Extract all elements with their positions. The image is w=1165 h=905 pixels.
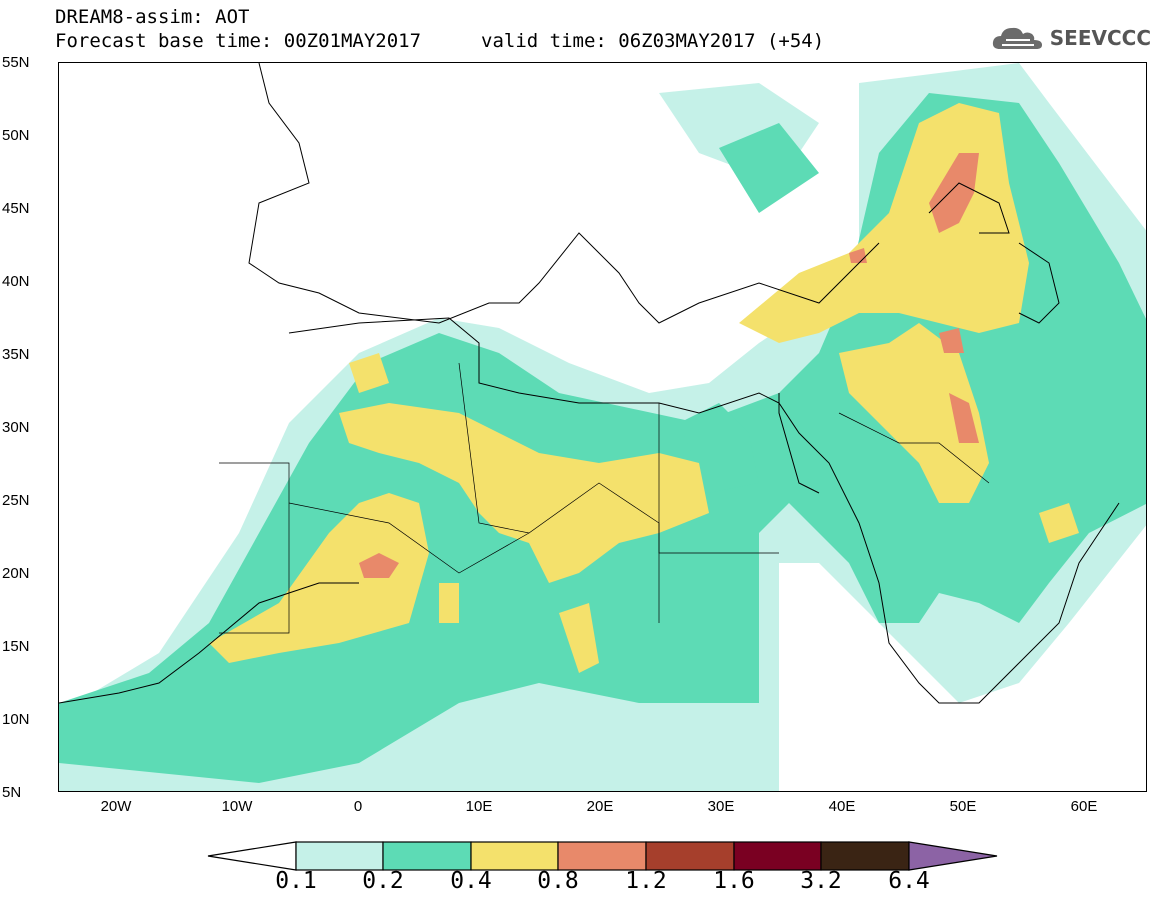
map-title: DREAM8-assim: AOT <box>55 6 250 28</box>
lon-label: 30E <box>707 798 735 815</box>
aot-map <box>58 62 1147 792</box>
colorbar-over-triangle <box>908 841 998 871</box>
lat-label: 20N <box>2 565 30 582</box>
colorbar-bin <box>470 841 559 871</box>
colorbar-bin <box>645 841 735 871</box>
colorbar-under-triangle <box>207 841 297 871</box>
lat-label: 30N <box>2 419 30 436</box>
colorbar-bin <box>295 841 384 871</box>
colorbar <box>207 841 998 871</box>
aot-band-0.8-1.2 <box>359 153 979 578</box>
colorbar-level: 1.2 <box>625 868 667 894</box>
lat-label: 45N <box>2 200 30 217</box>
colorbar-level: 0.1 <box>275 868 317 894</box>
colorbar-level: 0.4 <box>450 868 492 894</box>
colorbar-level: 3.2 <box>800 868 842 894</box>
lat-label: 50N <box>2 127 30 144</box>
lat-label: 10N <box>2 711 30 728</box>
lon-label: 10W <box>221 798 253 815</box>
lon-label: 50E <box>949 798 977 815</box>
logo-text: SEEVCCC <box>1049 26 1151 50</box>
lon-label: 60E <box>1070 798 1098 815</box>
colorbar-level: 0.8 <box>537 868 579 894</box>
lon-label: 40E <box>828 798 856 815</box>
colorbar-bin <box>733 841 822 871</box>
valid-time-text: valid time: 06Z03MAY2017 (+54) <box>481 30 825 52</box>
colorbar-bin <box>557 841 647 871</box>
lat-label: 15N <box>2 638 30 655</box>
colorbar-level: 1.6 <box>713 868 755 894</box>
lon-label: 0 <box>353 798 363 815</box>
lat-label: 35N <box>2 346 30 363</box>
lat-label: 25N <box>2 492 30 509</box>
colorbar-level: 6.4 <box>888 868 930 894</box>
forecast-time-line: Forecast base time: 00Z01MAY2017 valid ti… <box>55 30 824 52</box>
coastlines <box>59 63 1120 704</box>
colorbar-bin <box>820 841 910 871</box>
aot-field <box>59 63 1146 791</box>
lon-label: 10E <box>465 798 493 815</box>
seevccc-logo: SEEVCCC <box>990 22 1151 54</box>
lon-label: 20W <box>100 798 132 815</box>
lat-label: 5N <box>2 784 22 801</box>
lat-label: 55N <box>2 54 30 71</box>
country-borders <box>219 362 990 634</box>
lon-label: 20E <box>586 798 614 815</box>
base-time-text: Forecast base time: 00Z01MAY2017 <box>55 30 422 52</box>
colorbar-level: 0.2 <box>362 868 404 894</box>
lat-label: 40N <box>2 273 30 290</box>
colorbar-bin <box>382 841 472 871</box>
colorbar-labels: 0.1 0.2 0.4 0.8 1.2 1.6 3.2 6.4 <box>0 868 1165 898</box>
cloud-icon <box>992 27 1042 49</box>
